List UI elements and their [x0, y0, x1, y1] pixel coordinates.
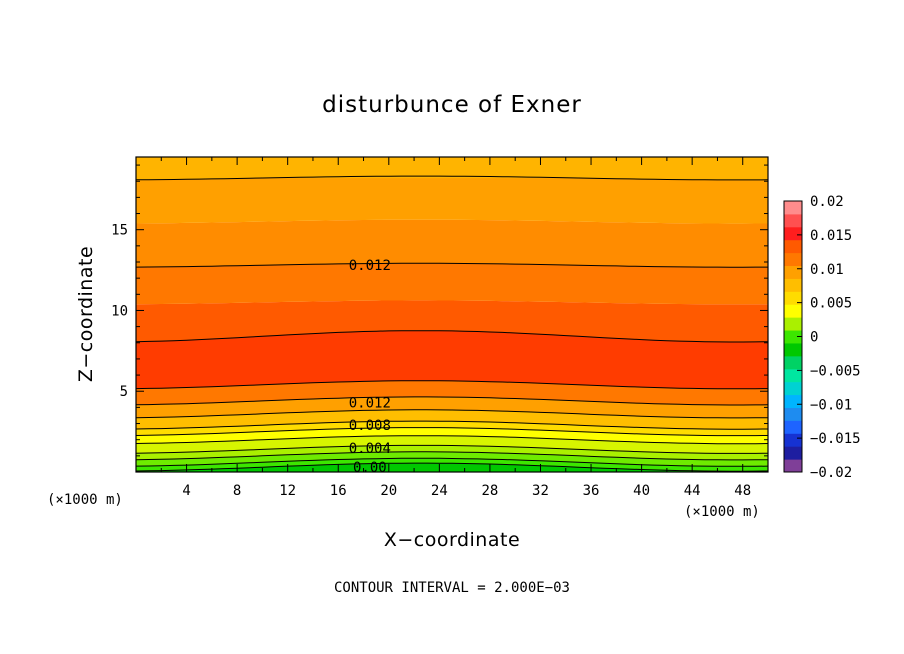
fill-band	[136, 219, 768, 268]
y-tick-label: 10	[111, 303, 128, 319]
x-tick-label: 36	[583, 483, 600, 499]
contour-line	[135, 396, 769, 406]
colorbar-swatch	[784, 213, 802, 228]
colorbar-swatch	[784, 342, 802, 357]
contour-line	[135, 380, 769, 390]
colorbar-swatch	[784, 239, 802, 254]
contour-line	[136, 175, 769, 181]
contour-label: 0.012	[349, 396, 391, 412]
colorbar-swatch	[784, 394, 802, 408]
colorbar-tick-label: 0.005	[810, 296, 852, 312]
colorbar-swatch	[784, 446, 802, 460]
x-unit-right: (×1000 m)	[684, 504, 760, 520]
colorbar-tick-label: −0.005	[810, 363, 861, 379]
contour-line	[135, 427, 769, 437]
x-tick-label: 24	[431, 483, 448, 499]
fill-band	[136, 380, 768, 405]
colorbar-tick-label: 0.02	[810, 194, 844, 210]
contour-line	[135, 262, 768, 268]
colorbar-swatch	[784, 304, 802, 318]
contour-label: 0.008	[349, 418, 391, 434]
fill-band	[136, 263, 768, 305]
colorbar-swatch	[784, 433, 802, 447]
contour-line	[135, 444, 769, 454]
x-tick-label: 12	[279, 483, 296, 499]
colorbar-tick-label: −0.02	[810, 465, 852, 481]
contour-line	[135, 462, 769, 472]
contour-line	[135, 330, 769, 343]
colorbar-swatch	[784, 368, 802, 383]
fill-band	[136, 176, 768, 224]
fill-band	[136, 409, 768, 430]
contour-label: 0.004	[349, 441, 391, 457]
contour-line	[135, 420, 769, 430]
colorbar-ticks: 0.02 0.015 0.01 0.005 0 −0.005 −0.01 −0.015 −0.0…	[797, 194, 861, 481]
fill-band	[136, 300, 768, 342]
colorbar-swatch	[784, 355, 802, 370]
colorbar-tick-label: 0.01	[810, 262, 844, 278]
contour-label: 0.012	[349, 258, 391, 274]
colorbar-swatch	[784, 226, 802, 241]
colorbar-tick-label: −0.01	[810, 397, 852, 413]
colorbar-swatch	[784, 459, 802, 473]
fill-band-top	[136, 157, 768, 179]
x-unit-left: (×1000 m)	[47, 492, 123, 508]
colorbar	[783, 200, 803, 473]
contour-labels: 0.012 0.012 0.008 0.004 0.00	[349, 258, 391, 476]
colorbar-swatch	[784, 381, 802, 396]
colorbar-swatch	[784, 278, 802, 292]
contour-fill-bands	[136, 157, 768, 472]
contour-line	[135, 409, 769, 419]
colorbar-tick-label: 0	[810, 330, 818, 346]
fill-band	[136, 463, 768, 472]
y-tick-label: 15	[111, 223, 128, 239]
plot-frame	[135, 156, 769, 473]
y-axis-label: Z−coordinate	[75, 246, 97, 382]
colorbar-tick-label: 0.015	[810, 228, 852, 244]
x-tick-label: 44	[684, 483, 701, 499]
x-tick-label: 32	[532, 483, 549, 499]
x-tick-label: 16	[330, 483, 347, 499]
colorbar-swatch	[784, 407, 802, 421]
colorbar-swatch	[784, 252, 802, 267]
x-axis-ticks: 4 8 12 16 20 24 28 32 36 40 44 48	[160, 157, 751, 499]
x-tick-label: 40	[633, 483, 650, 499]
x-tick-label: 28	[481, 483, 498, 499]
colorbar-tick-label: −0.015	[810, 431, 861, 447]
x-tick-label: 4	[182, 483, 190, 499]
contour-line	[135, 435, 769, 445]
fill-band	[136, 330, 768, 389]
colorbar-swatch	[784, 330, 802, 344]
contour-line	[135, 457, 769, 467]
fill-band	[136, 421, 768, 436]
colorbar-swatch	[784, 291, 802, 305]
fill-band	[136, 451, 768, 467]
chart-title: disturbunce of Exner	[322, 92, 582, 118]
contour-line	[135, 451, 769, 461]
colorbar-swatch	[784, 265, 802, 279]
y-axis-ticks: 5 10 15	[111, 164, 768, 457]
x-tick-label: 20	[380, 483, 397, 499]
fill-band	[136, 435, 768, 454]
contour-label: 0.00	[353, 460, 387, 476]
x-tick-label: 8	[233, 483, 241, 499]
y-tick-label: 5	[120, 384, 128, 400]
fill-band	[136, 445, 768, 460]
contour-interval-note: CONTOUR INTERVAL = 2.000E−03	[334, 580, 570, 596]
x-axis-label: X−coordinate	[384, 529, 520, 551]
contour-lines	[135, 175, 769, 472]
colorbar-swatch	[784, 317, 802, 331]
colorbar-swatch	[784, 201, 802, 215]
x-tick-label: 48	[734, 483, 751, 499]
colorbar-swatch	[784, 420, 802, 434]
